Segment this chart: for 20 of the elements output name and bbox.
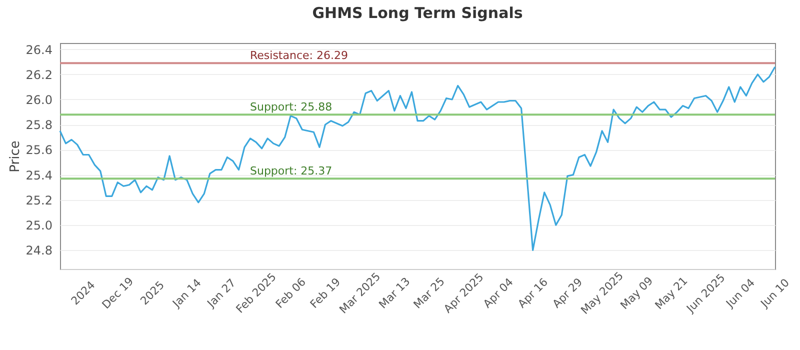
line-series bbox=[59, 66, 776, 251]
x-tick-label: Dec 19 bbox=[100, 274, 136, 312]
y-tick-label: 25.0 bbox=[26, 218, 52, 233]
y-tick-label: 24.8 bbox=[26, 244, 52, 258]
y-tick-label: 26.4 bbox=[26, 42, 52, 57]
x-tick-label: Apr 16 bbox=[515, 276, 550, 311]
y-tick-label: 25.8 bbox=[26, 118, 52, 132]
y-tick-label: 25.6 bbox=[26, 143, 52, 158]
y-tick-label: 25.4 bbox=[26, 168, 52, 182]
y-tick-label: 26.2 bbox=[26, 68, 52, 82]
ref-line-label: Support: 25.37 bbox=[250, 164, 332, 178]
x-tick-label: Jan 14 bbox=[170, 276, 204, 311]
y-tick-label: 26.0 bbox=[26, 93, 52, 107]
x-tick-label: Jun 10 bbox=[758, 276, 792, 311]
x-tick-label: Jun 04 bbox=[722, 276, 758, 311]
ref-line-label: Resistance: 26.29 bbox=[250, 49, 348, 62]
y-axis-title: Price bbox=[8, 140, 23, 172]
ref-line-label: Support: 25.88 bbox=[250, 100, 332, 114]
y-tick-label: 25.2 bbox=[26, 193, 52, 208]
chart-title: GHMS Long Term Signals bbox=[312, 4, 523, 22]
